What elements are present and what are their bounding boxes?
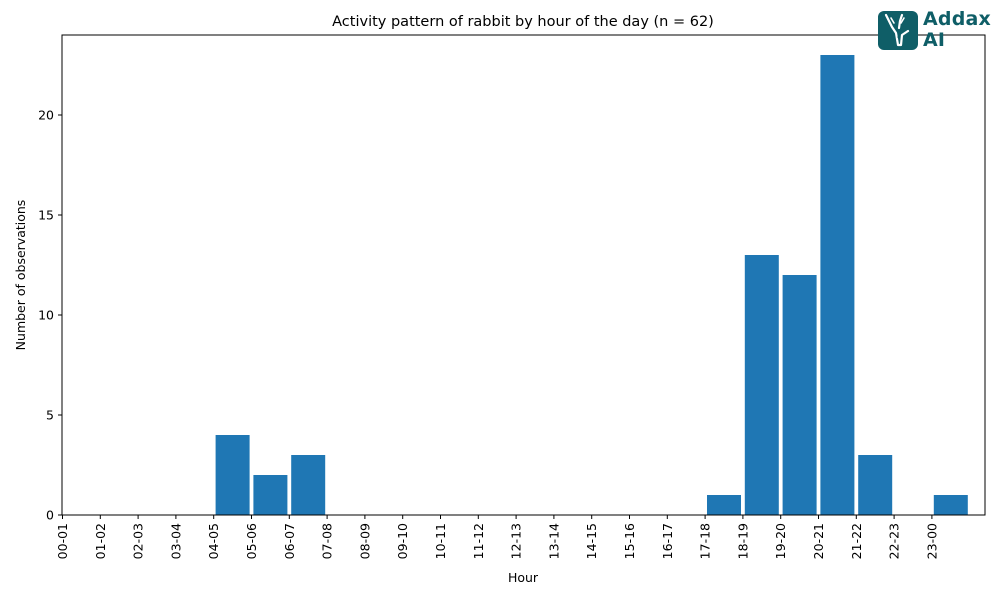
x-tick-label: 11-12	[471, 523, 486, 559]
bar-20-21	[820, 55, 855, 515]
x-tick-label: 21-22	[849, 523, 864, 559]
x-tick-label: 18-19	[735, 523, 750, 559]
y-tick-label: 5	[46, 408, 54, 423]
x-tick-label: 09-10	[395, 523, 410, 559]
x-tick-label: 08-09	[357, 523, 372, 559]
bar-19-20	[782, 275, 817, 515]
x-tick-label: 16-17	[660, 523, 675, 559]
logo-text-ai: AI	[923, 29, 946, 51]
bar-23-00	[933, 495, 968, 515]
logo-text-addax: Addax	[923, 8, 991, 30]
x-tick-label: 06-07	[282, 523, 297, 559]
chart-title: Activity pattern of rabbit by hour of th…	[332, 14, 714, 30]
bar-06-07	[291, 455, 326, 515]
y-axis-label: Number of observations	[13, 200, 28, 351]
x-tick-label: 02-03	[131, 523, 146, 559]
x-tick-label: 19-20	[773, 523, 788, 559]
antelope-head-icon	[878, 11, 918, 50]
y-tick-label: 20	[38, 108, 54, 123]
x-tick-label: 10-11	[433, 523, 448, 559]
x-tick-label: 23-00	[924, 523, 939, 559]
x-axis-ticks: 00-01 01-02 02-03 03-04 04-05 05-06 06-07 07-08…	[55, 515, 939, 559]
y-tick-label: 15	[38, 208, 54, 223]
bar-05-06	[253, 475, 288, 515]
x-tick-label: 03-04	[168, 523, 183, 559]
bar-18-19	[744, 255, 779, 515]
x-axis-label: Hour	[508, 570, 539, 585]
bars-group	[215, 55, 968, 515]
plot-frame	[61, 34, 986, 516]
bar-17-18	[707, 495, 741, 515]
bar-21-22	[858, 455, 893, 515]
x-tick-label: 22-23	[887, 523, 902, 559]
x-tick-label: 12-13	[509, 523, 524, 559]
x-tick-label: 20-21	[811, 523, 826, 559]
x-tick-label: 17-18	[698, 523, 713, 559]
x-tick-label: 01-02	[93, 523, 108, 559]
addax-ai-logo: Addax AI	[878, 8, 993, 52]
x-tick-label: 13-14	[546, 523, 561, 559]
x-tick-label: 14-15	[584, 523, 599, 559]
y-tick-label: 10	[38, 308, 54, 323]
x-tick-label: 05-06	[244, 523, 259, 559]
x-tick-label: 15-16	[622, 523, 637, 559]
x-tick-label: 04-05	[206, 523, 221, 559]
y-tick-label: 0	[46, 508, 54, 523]
bar-04-05	[215, 435, 250, 515]
y-axis-ticks: 0 5 10 15 20	[38, 108, 62, 523]
x-tick-label: 00-01	[55, 523, 70, 559]
x-tick-label: 07-08	[320, 523, 335, 559]
